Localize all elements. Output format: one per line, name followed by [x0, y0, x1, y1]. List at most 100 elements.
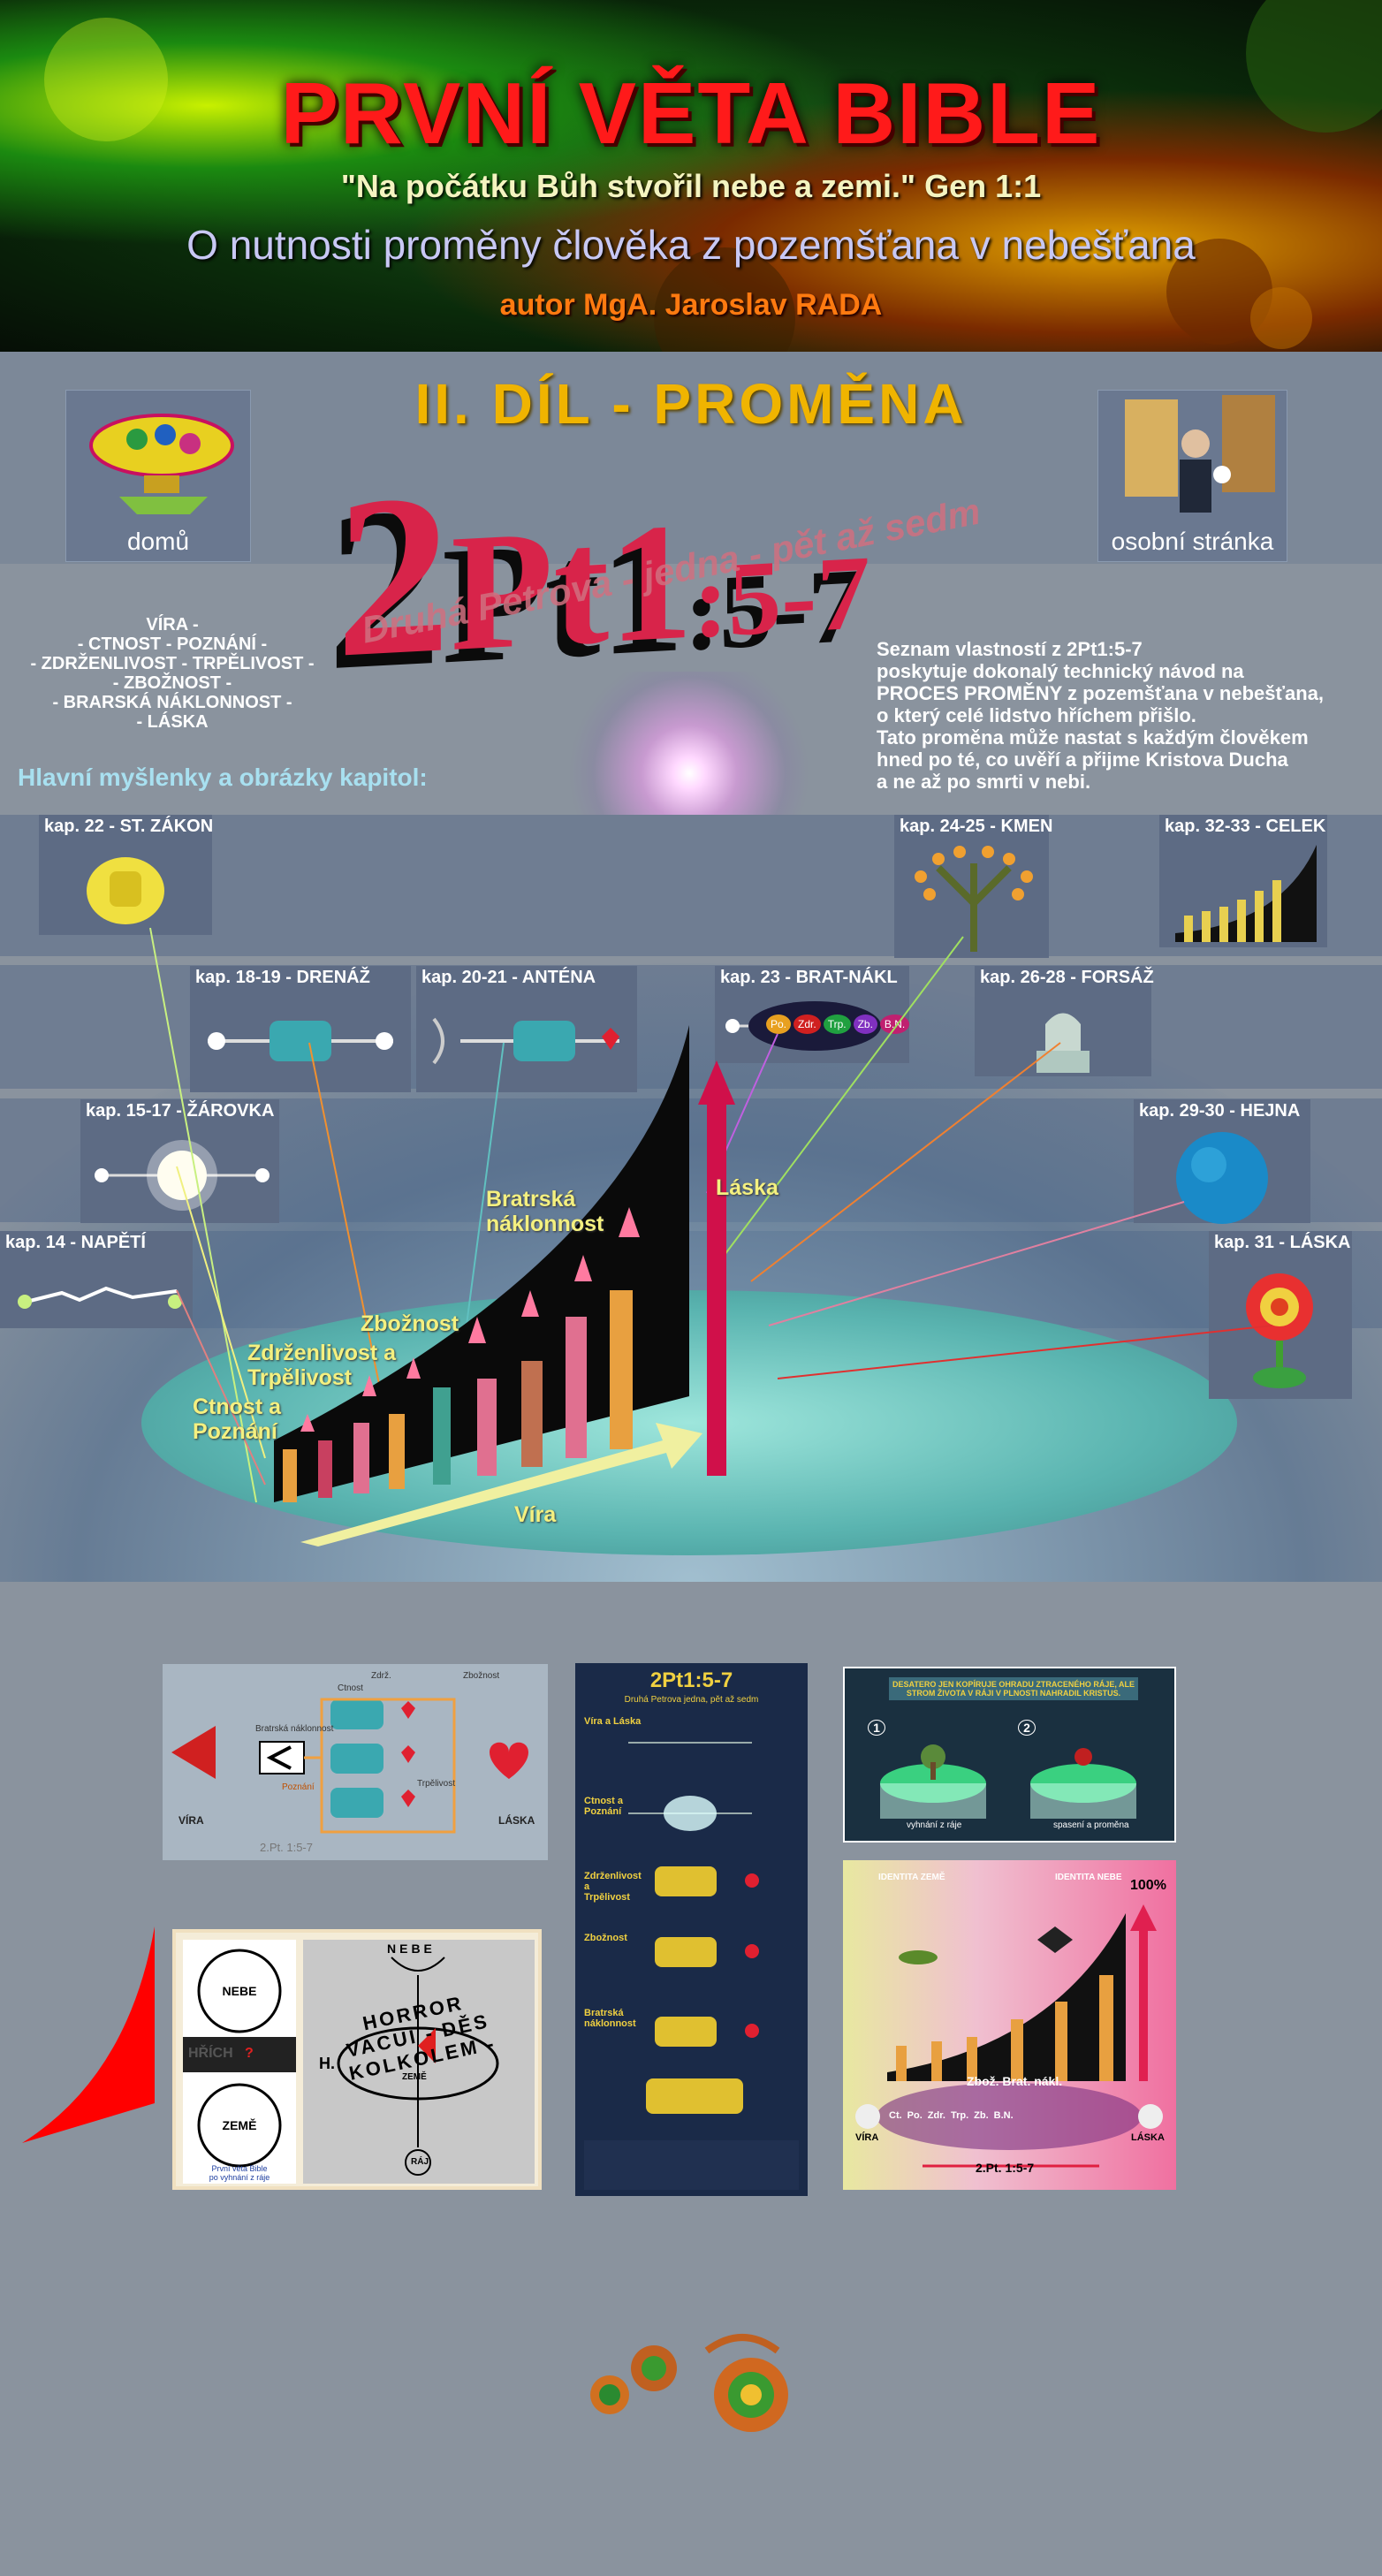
- description-line: PROCES PROMĚNY z pozemšťana v nebešťana,: [877, 682, 1325, 704]
- t3-banner: DESATERO JEN KOPÍRUJE OHRADU ZTRACENÉHO …: [889, 1677, 1138, 1700]
- t1-label-ctnost: Ctnost: [338, 1683, 363, 1693]
- fractal-ornament: [590, 2334, 788, 2432]
- chapter-32-tile[interactable]: kap. 32-33 - CELEK: [1159, 815, 1327, 947]
- t1-label-zdrz: Zdrž.: [371, 1671, 391, 1681]
- t5-caption: První věta Bible po vyhnání z ráje: [209, 2164, 270, 2182]
- growth-bars: [283, 1290, 633, 1502]
- description-text: Seznam vlastností z 2Pt1:5-7 poskytuje d…: [877, 638, 1371, 793]
- thumbnail-identity[interactable]: IDENTITA ZEMĚ IDENTITA NEBE 100% Zbož. B…: [843, 1860, 1176, 2190]
- chapter-23-badges: Po. Zdr. Trp. Zb. B.N.: [766, 1014, 910, 1034]
- t5-question: ?: [245, 2046, 254, 2061]
- header-banner: PRVNÍ VĚTA BIBLE "Na počátku Bůh stvořil…: [0, 0, 1382, 352]
- tablets-icon: [87, 857, 164, 924]
- description-line: poskytuje dokonalý technický návod na: [877, 660, 1244, 682]
- badge: Zdr.: [794, 1014, 821, 1034]
- description-line: a ne až po smrti v nebi.: [877, 771, 1091, 793]
- chapter-31-tile[interactable]: kap. 31 - LÁSKA: [1209, 1231, 1352, 1399]
- thumbnail-horror-vacui[interactable]: NEBE HŘÍCH ? ZEMĚ První věta Bible po vy…: [172, 1929, 542, 2190]
- chapter-14-label: kap. 14 - NAPĚTÍ: [5, 1233, 146, 1252]
- t3-left-caption: vyhnání z ráje: [907, 1820, 962, 1830]
- growth-chart: [274, 1025, 735, 1502]
- chapter-18-tile[interactable]: kap. 18-19 - DRENÁŽ: [190, 966, 411, 1092]
- t4-caption: 2.Pt. 1:5-7: [976, 2161, 1035, 2175]
- badge: Po.: [766, 1014, 792, 1034]
- description-line: hned po té, co uvěří a přijme Kristova D…: [877, 748, 1288, 771]
- t1-label-trpelivost: Trpělivost: [417, 1779, 455, 1789]
- t2-subtitle: Druhá Petrova jedna, pět až sedm: [624, 1695, 759, 1705]
- love-icon: [1246, 1273, 1313, 1388]
- t4-vira: VÍRA: [855, 2132, 879, 2143]
- t3-num: 2: [1018, 1720, 1036, 1736]
- tree-icon: [915, 846, 1033, 952]
- personal-page-link[interactable]: osobní stránka: [1097, 390, 1287, 562]
- afterburner-icon: [1036, 1013, 1090, 1073]
- t4-mid: Zbož. Brat. nákl.: [967, 2074, 1063, 2088]
- chapter-15-label: kap. 15-17 - ŽÁROVKA: [86, 1101, 275, 1121]
- t2-label: Bratrská náklonnost: [584, 2008, 636, 2029]
- chapter-24-tile[interactable]: kap. 24-25 - KMEN: [894, 815, 1052, 958]
- chapter-29-label: kap. 29-30 - HEJNA: [1139, 1101, 1301, 1121]
- t3-num: 1: [868, 1720, 885, 1736]
- home-link[interactable]: domů: [65, 390, 251, 562]
- t2-title: 2Pt1:5-7: [649, 1668, 733, 1692]
- badge: Ct.: [889, 2110, 902, 2121]
- badge: Zdr.: [927, 2110, 945, 2121]
- description-line: Tato proměna může nastat s každým člověk…: [877, 726, 1309, 748]
- virtue-line: - BRARSKÁ NÁKLONNOST -: [52, 693, 292, 712]
- badge: Trp.: [823, 1014, 851, 1034]
- t1-label-poznani: Poznání: [282, 1782, 315, 1792]
- t5-h: H.: [319, 2055, 335, 2072]
- t1-label-vira: VÍRA: [178, 1814, 204, 1827]
- identity-bottom: [855, 2083, 1163, 2168]
- chart-label-bratrska: Bratrská náklonnost: [486, 1187, 604, 1236]
- virtue-line: VÍRA -: [146, 615, 199, 635]
- virtue-line: - CTNOST - POZNÁNÍ -: [77, 635, 268, 654]
- part-title: II. DÍL - PROMĚNA: [414, 372, 968, 436]
- connection-lines: [149, 927, 1273, 1503]
- chapter-29-tile[interactable]: kap. 29-30 - HEJNA: [1134, 1099, 1310, 1224]
- bible-verse: "Na počátku Bůh stvořil nebe a zemi." Ge…: [340, 168, 1042, 204]
- virtue-line: - LÁSKA: [136, 712, 209, 732]
- thumbnail-poster[interactable]: 2Pt1:5-7 Druhá Petrova jedna, pět až sed…: [575, 1663, 808, 2196]
- faith-arrow: [300, 1423, 702, 1546]
- description-line: o který celé lidstvo hříchem přišlo.: [877, 704, 1196, 726]
- thumbnail-diagram-1[interactable]: VÍRA LÁSKA 2.Pt. 1:5-7 Bratrská náklonno…: [163, 1664, 548, 1860]
- chapter-26-tile[interactable]: kap. 26-28 - FORSÁŽ: [975, 966, 1154, 1076]
- paradise-art: [880, 1744, 1136, 1819]
- t4-badges: Ct. Po. Zdr. Trp. Zb. B.N.: [889, 2110, 1014, 2121]
- t1-label-laska: LÁSKA: [498, 1814, 535, 1827]
- t2-label: Zdrženlivost a Trpělivost: [584, 1871, 642, 1903]
- fractal-background: [44, 0, 1382, 352]
- chapter-20-tile[interactable]: kap. 20-21 - ANTÉNA: [416, 966, 637, 1092]
- drainage-icon: [208, 1021, 393, 1061]
- voltage-icon: [18, 1286, 182, 1309]
- virtues-list: VÍRA - - CTNOST - POZNÁNÍ - - ZDRŽENLIVO…: [18, 615, 327, 732]
- diagram-1-art: [171, 1698, 528, 1834]
- badge: Po.: [907, 2110, 923, 2121]
- page-title: PRVNÍ VĚTA BIBLE: [280, 65, 1102, 162]
- virtue-line: - ZBOŽNOST -: [112, 673, 232, 693]
- red-horn-shape: [22, 1926, 155, 2143]
- antenna-icon: [432, 1017, 619, 1065]
- thumbnail-paradise[interactable]: DESATERO JEN KOPÍRUJE OHRADU ZTRACENÉHO …: [843, 1667, 1176, 1843]
- chapter-14-tile[interactable]: kap. 14 - NAPĚTÍ: [0, 1231, 193, 1328]
- t5-hrich: HŘÍCH: [188, 2046, 233, 2061]
- chapter-32-label: kap. 32-33 - CELEK: [1165, 817, 1326, 836]
- chapter-23-tile[interactable]: kap. 23 - BRAT-NÁKL Po. Zdr. Trp. Zb. B.…: [715, 966, 910, 1063]
- chapter-22-tile[interactable]: kap. 22 - ST. ZÁKON: [39, 815, 213, 935]
- home-label: domů: [126, 528, 190, 555]
- whole-chart-icon: [1175, 845, 1317, 942]
- t3-right-caption: spasení a proměna: [1053, 1820, 1129, 1830]
- description-line: Seznam vlastností z 2Pt1:5-7: [877, 638, 1143, 660]
- chapter-20-label: kap. 20-21 - ANTÉNA: [421, 968, 596, 987]
- chart-label-zdrzenlivost: Zdrženlivost a Trpělivost: [247, 1341, 397, 1390]
- badge: Trp.: [950, 2110, 969, 2121]
- t2-label: Zbožnost: [584, 1933, 627, 1943]
- author-line: autor MgA. Jaroslav RADA: [499, 288, 883, 322]
- poster-art: [628, 1742, 759, 2114]
- badge: Zb.: [974, 2110, 989, 2121]
- chapter-15-tile[interactable]: kap. 15-17 - ŽÁROVKA: [80, 1099, 279, 1223]
- identity-chart: [887, 1904, 1157, 2081]
- virtue-line: - ZDRŽENLIVOST - TRPĚLIVOST -: [30, 654, 315, 673]
- t2-label: Ctnost a Poznání: [584, 1796, 623, 1817]
